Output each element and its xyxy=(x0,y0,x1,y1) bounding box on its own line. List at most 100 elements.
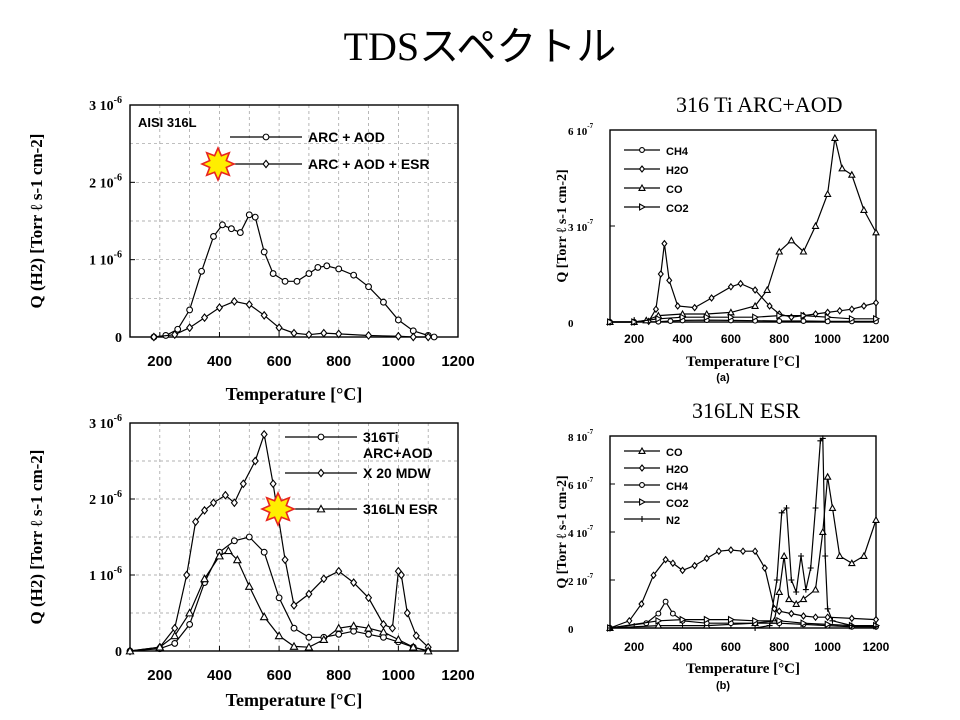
data-point xyxy=(335,265,343,273)
data-point xyxy=(209,498,218,508)
x-tick-label: 1000 xyxy=(814,640,841,654)
legend-label: X 20 MDW xyxy=(363,465,431,481)
series-line xyxy=(153,214,435,338)
data-point xyxy=(412,631,420,641)
data-point xyxy=(703,554,710,563)
series-co2 xyxy=(607,311,881,326)
data-point xyxy=(829,617,836,624)
data-point xyxy=(269,479,277,489)
series-line xyxy=(610,137,877,323)
data-point xyxy=(788,577,795,583)
legend-entry-co: CO xyxy=(624,446,683,459)
data-point xyxy=(275,323,283,333)
legend-entry-co: CO xyxy=(624,183,683,196)
data-point xyxy=(848,314,856,323)
data-point xyxy=(335,566,343,576)
data-point xyxy=(293,277,301,285)
caption-316ti-arc-aod: 316 Ti ARC+AOD xyxy=(676,92,843,117)
data-point xyxy=(245,533,253,541)
data-point xyxy=(872,515,880,523)
data-point xyxy=(305,330,313,340)
legend-marker xyxy=(316,504,326,513)
data-point xyxy=(223,545,233,555)
slide-title: TDSスペクトル xyxy=(343,24,617,69)
data-point xyxy=(335,329,343,339)
data-point xyxy=(775,247,784,255)
y-tick-label: 2 10-6 xyxy=(89,172,122,191)
data-point xyxy=(365,630,372,638)
data-point xyxy=(836,306,843,315)
data-point xyxy=(200,505,209,515)
chart-top-right: 200 400 600 800 1000 1200 0 3 10-7 6 10-7 Tempera… xyxy=(555,122,890,384)
data-point xyxy=(824,313,832,322)
data-point xyxy=(751,286,759,294)
data-point xyxy=(260,310,268,320)
series-h2o xyxy=(606,239,880,326)
data-point xyxy=(873,314,881,323)
data-point xyxy=(776,318,783,324)
x-tick-label: 1200 xyxy=(863,640,890,654)
data-point xyxy=(802,586,809,593)
data-point xyxy=(859,551,868,559)
data-point xyxy=(230,296,238,306)
highlight-star-icon xyxy=(260,491,296,527)
data-point xyxy=(290,328,298,338)
y-axis-label: Q [Torr ℓ s-1 cm-2] xyxy=(555,169,570,282)
data-point xyxy=(626,616,633,625)
data-point xyxy=(669,610,676,617)
y-tick-label: 3 10-7 xyxy=(568,218,594,234)
y-tick-label: 3 10-6 xyxy=(89,95,122,114)
x-tick-label: 800 xyxy=(769,640,789,654)
data-point xyxy=(824,620,832,629)
data-point xyxy=(691,561,698,570)
data-point xyxy=(751,301,760,309)
data-point xyxy=(811,585,820,593)
x-tick-label: 1000 xyxy=(382,667,415,684)
data-point xyxy=(766,302,773,310)
x-axis-label: Temperature [°C] xyxy=(226,690,363,710)
data-point xyxy=(230,498,238,508)
chart-top-left: 200 400 600 800 1000 1200 0 1 10-6 2 10-6 3 10-6 T… xyxy=(27,95,475,404)
data-point xyxy=(727,546,735,554)
legend-entry-arc-aod: ARC + AOD xyxy=(230,129,385,145)
data-point xyxy=(198,267,205,275)
data-point xyxy=(822,553,829,559)
data-point xyxy=(828,503,837,511)
data-point xyxy=(227,225,235,233)
data-point xyxy=(872,615,880,624)
series-line xyxy=(609,549,877,629)
data-point xyxy=(662,555,669,564)
data-point xyxy=(788,609,795,618)
y-axis-label: Q (H2) [Torr ℓ s-1 cm-2] xyxy=(27,134,46,309)
legend-label: H2O xyxy=(666,165,689,177)
legend-entry-h2o: H2O xyxy=(624,464,689,476)
legend-label: CO xyxy=(666,184,683,196)
data-point xyxy=(799,247,808,255)
legend-label: CO2 xyxy=(666,203,689,215)
data-point xyxy=(739,547,747,556)
legend-entry-x-20-mdw: X 20 MDW xyxy=(285,465,431,481)
data-point xyxy=(214,551,224,560)
x-tick-label: 600 xyxy=(721,640,741,654)
x-tick-label: 1000 xyxy=(814,332,841,346)
data-point xyxy=(260,248,268,256)
data-point xyxy=(830,133,839,141)
x-tick-label: 1200 xyxy=(441,353,474,370)
legend-label: ARC + AOD + ESR xyxy=(308,156,430,172)
data-point xyxy=(847,559,856,567)
data-point xyxy=(393,634,403,644)
legend-label: 316Ti ARC+AOD xyxy=(363,429,433,461)
data-point xyxy=(244,581,254,590)
data-point xyxy=(171,330,179,340)
data-point xyxy=(174,325,182,333)
data-point xyxy=(607,318,615,326)
data-point xyxy=(655,610,662,617)
y-tick-label: 2 10-6 xyxy=(89,489,122,508)
plot-frame xyxy=(609,129,877,323)
data-point xyxy=(290,624,298,632)
data-point xyxy=(800,619,808,628)
y-tick-label: 0 xyxy=(568,318,574,330)
data-point xyxy=(230,537,238,545)
data-point xyxy=(289,641,299,650)
y-tick-label: 8 10-7 xyxy=(568,428,594,444)
